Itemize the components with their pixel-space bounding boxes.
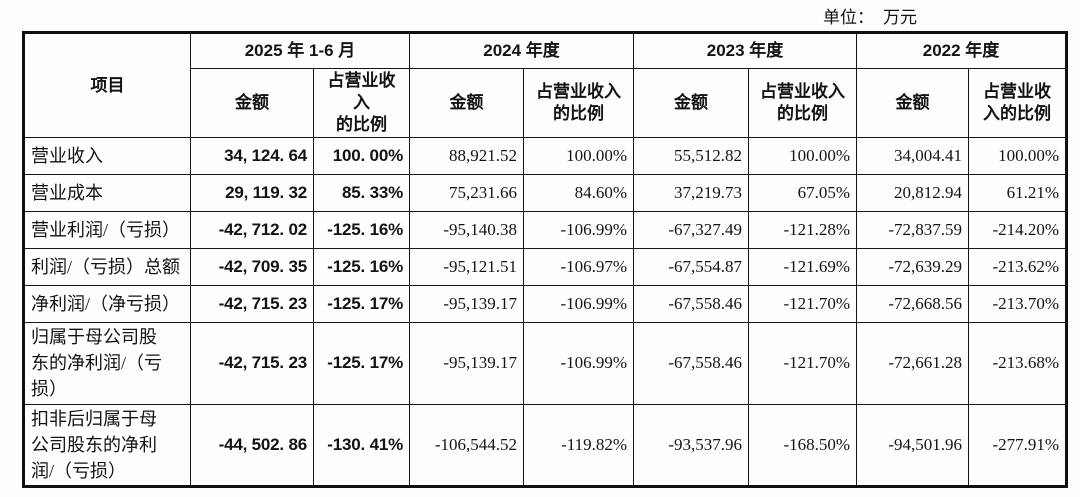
cell-2023-ratio: -121.28% <box>748 211 858 250</box>
cell-2023-amount: 37,219.73 <box>633 174 750 213</box>
cell-2025-amount: 29, 119. 32 <box>190 174 314 213</box>
cell-2025-amount: -42, 712. 02 <box>190 211 314 250</box>
cell-2023-ratio: -168.50% <box>748 403 858 487</box>
cell-2024-amount: -95,140.38 <box>409 211 524 250</box>
table-row: 营业利润/（亏损） -42, 712. 02 -125. 16% -95,140… <box>23 211 1068 250</box>
cell-2023-amount: 55,512.82 <box>633 137 750 176</box>
col-header-ratio-2024: 占营业收入 的比例 <box>522 67 635 139</box>
cell-2024-amount: -95,121.51 <box>409 248 524 287</box>
col-header-period-2025: 2025 年 1-6 月 <box>190 32 410 69</box>
table-row: 利润/（亏损）总额 -42, 709. 35 -125. 16% -95,121… <box>23 248 1068 287</box>
cell-2024-amount: -106,544.52 <box>409 403 524 487</box>
table-row: 归属于母公司股 东的净利润/（亏 损） -42, 715. 23 -125. 1… <box>23 322 1068 405</box>
cell-2025-amount: -42, 709. 35 <box>190 248 314 287</box>
cell-2025-amount: -42, 715. 23 <box>190 285 314 324</box>
cell-2022-amount: -94,501.96 <box>856 403 970 487</box>
row-label: 扣非后归属于母 公司股东的净利 润/（亏损） <box>23 403 191 487</box>
cell-2023-amount: -67,558.46 <box>633 322 750 405</box>
cell-2023-amount: -93,537.96 <box>633 403 750 487</box>
col-header-period-2022: 2022 年度 <box>856 32 1068 69</box>
col-header-amount-2023: 金额 <box>633 67 750 139</box>
unit-note-label: 单位： <box>823 8 874 27</box>
cell-2023-ratio: -121.69% <box>748 248 858 287</box>
row-label: 营业利润/（亏损） <box>23 211 191 250</box>
cell-2025-amount: -42, 715. 23 <box>190 322 314 405</box>
cell-2023-ratio: -121.70% <box>748 285 858 324</box>
cell-2025-ratio: -125. 17% <box>313 285 410 324</box>
cell-2022-ratio: -213.68% <box>968 322 1068 405</box>
cell-2024-ratio: -106.99% <box>522 322 635 405</box>
cell-2023-ratio: -121.70% <box>748 322 858 405</box>
cell-2025-amount: 34, 124. 64 <box>190 137 314 176</box>
cell-2022-amount: -72,837.59 <box>856 211 970 250</box>
cell-2022-ratio: -214.20% <box>968 211 1068 250</box>
row-label: 归属于母公司股 东的净利润/（亏 损） <box>23 322 191 405</box>
cell-2022-amount: 20,812.94 <box>856 174 970 213</box>
cell-2022-amount: -72,668.56 <box>856 285 970 324</box>
cell-2022-amount: 34,004.41 <box>856 137 970 176</box>
cell-2023-amount: -67,327.49 <box>633 211 750 250</box>
cell-2025-ratio: -125. 16% <box>313 211 410 250</box>
cell-2025-ratio: -125. 16% <box>313 248 410 287</box>
col-header-item: 项目 <box>23 31 191 139</box>
col-header-ratio-2022: 占营业收 入的比例 <box>968 67 1068 139</box>
table-row: 营业收入 34, 124. 64 100. 00% 88,921.52 100.… <box>23 137 1068 176</box>
cell-2025-amount: -44, 502. 86 <box>190 403 314 487</box>
unit-note: 单位： 万元 <box>0 3 917 28</box>
col-header-period-2023: 2023 年度 <box>633 32 858 69</box>
row-label: 营业成本 <box>23 174 191 213</box>
cell-2024-ratio: 100.00% <box>522 137 635 176</box>
cell-2024-ratio: 84.60% <box>522 174 635 213</box>
row-label: 净利润/（净亏损） <box>23 285 191 324</box>
cell-2024-amount: 75,231.66 <box>409 174 524 213</box>
cell-2025-ratio: -125. 17% <box>313 322 410 405</box>
cell-2024-ratio: -119.82% <box>522 403 635 487</box>
cell-2025-ratio: 100. 00% <box>313 137 410 176</box>
cell-2022-ratio: -213.62% <box>968 248 1068 287</box>
row-label: 营业收入 <box>23 137 191 176</box>
cell-2023-ratio: 67.05% <box>748 174 858 213</box>
cell-2022-ratio: -277.91% <box>968 403 1068 487</box>
table-row: 净利润/（净亏损） -42, 715. 23 -125. 17% -95,139… <box>23 285 1068 324</box>
cell-2022-amount: -72,661.28 <box>856 322 970 405</box>
cell-2023-amount: -67,558.46 <box>633 285 750 324</box>
cell-2024-amount: -95,139.17 <box>409 322 524 405</box>
cell-2024-ratio: -106.99% <box>522 211 635 250</box>
unit-note-value: 万元 <box>883 8 917 27</box>
cell-2022-ratio: 61.21% <box>968 174 1068 213</box>
cell-2023-ratio: 100.00% <box>748 137 858 176</box>
cell-2023-amount: -67,554.87 <box>633 248 750 287</box>
cell-2022-ratio: 100.00% <box>968 137 1068 176</box>
col-header-amount-2024: 金额 <box>409 67 524 139</box>
cell-2025-ratio: 85. 33% <box>313 174 410 213</box>
cell-2024-amount: -95,139.17 <box>409 285 524 324</box>
col-header-period-2024: 2024 年度 <box>408 32 635 69</box>
cell-2022-ratio: -213.70% <box>968 285 1068 324</box>
cell-2024-ratio: -106.97% <box>522 248 635 287</box>
cell-2025-ratio: -130. 41% <box>313 403 410 487</box>
cell-2024-ratio: -106.99% <box>522 285 635 324</box>
cell-2022-amount: -72,639.29 <box>856 248 970 287</box>
table-row: 扣非后归属于母 公司股东的净利 润/（亏损） -44, 502. 86 -130… <box>23 403 1068 487</box>
table-row: 营业成本 29, 119. 32 85. 33% 75,231.66 84.60… <box>23 174 1068 213</box>
cell-2024-amount: 88,921.52 <box>409 137 524 176</box>
col-header-amount-2022: 金额 <box>856 67 970 139</box>
row-label: 利润/（亏损）总额 <box>23 248 191 287</box>
col-header-amount-2025: 金额 <box>190 67 314 139</box>
col-header-ratio-2023: 占营业收入 的比例 <box>748 67 858 139</box>
col-header-ratio-2025: 占营业收入 的比例 <box>313 67 410 139</box>
financial-table: 项目 2025 年 1-6 月 2024 年度 2023 年度 2022 年度 … <box>22 31 1069 488</box>
